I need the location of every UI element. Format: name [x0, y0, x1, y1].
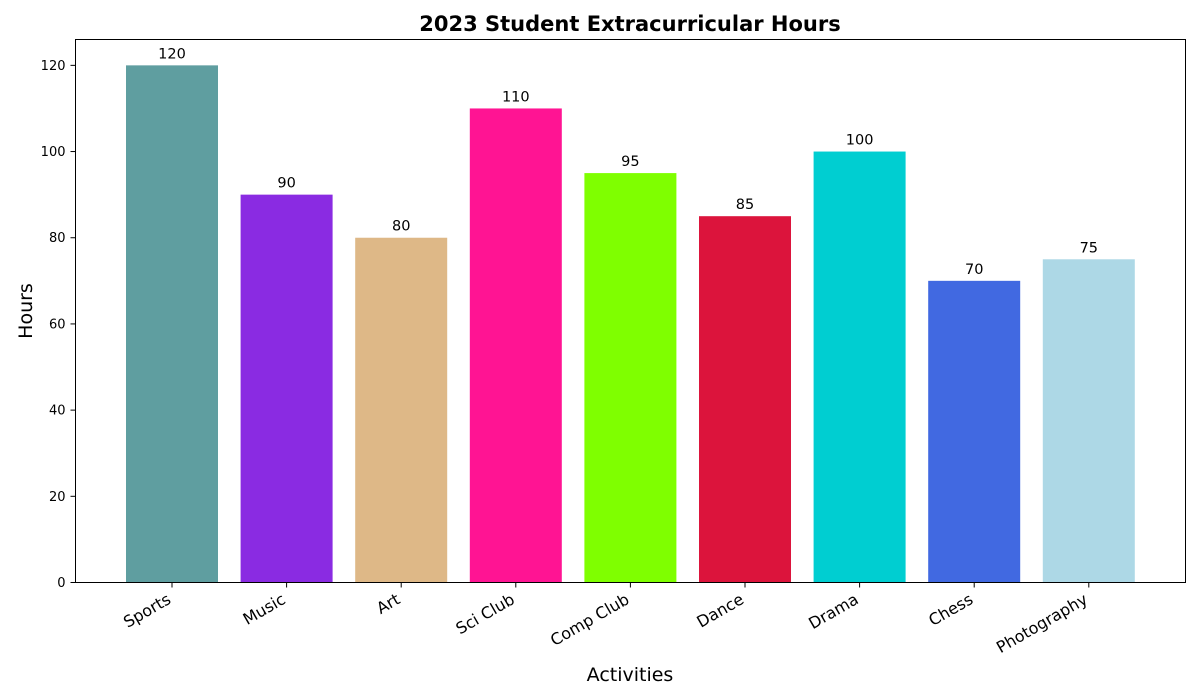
y-tick-label: 60	[49, 317, 66, 332]
bar-comp-club	[584, 173, 677, 583]
chart-title: 2023 Student Extracurricular Hours	[419, 12, 840, 36]
data-label: 95	[621, 154, 639, 170]
x-tick-label: Chess	[925, 590, 976, 630]
bar-drama	[813, 151, 906, 583]
data-label: 85	[736, 197, 754, 213]
bar-sci-club	[469, 108, 562, 583]
y-tick-label: 20	[49, 490, 66, 505]
y-tick-label: 0	[57, 576, 65, 591]
x-tick-label: Sports	[120, 590, 174, 632]
data-label: 80	[392, 219, 410, 235]
data-label: 70	[965, 262, 983, 278]
x-tick-label: Sci Club	[453, 590, 518, 639]
x-tick-label: Music	[240, 590, 289, 629]
bar-dance	[699, 216, 791, 583]
x-tick-label: Drama	[805, 590, 861, 634]
data-label: 120	[158, 46, 186, 62]
x-tick-label: Comp Club	[547, 590, 632, 650]
bar-photography	[1042, 259, 1135, 583]
bar-sports	[126, 65, 218, 583]
y-tick-label: 80	[49, 231, 66, 246]
x-tick-label: Dance	[693, 590, 747, 632]
data-label: 90	[277, 176, 295, 192]
x-tick-label: Photography	[993, 590, 1091, 657]
y-tick-label: 100	[41, 145, 66, 160]
plot-area: 0 20 40 60 80 100 120 120 Sports 90 Music 80 Art 110 S…	[41, 46, 1135, 657]
data-label: 75	[1080, 240, 1098, 256]
y-axis-label: Hours	[15, 283, 37, 339]
plot-frame	[75, 39, 1186, 583]
x-axis-label: Activities	[587, 664, 674, 686]
data-label: 100	[846, 133, 874, 149]
bar-art	[355, 237, 448, 583]
bar-music	[240, 194, 333, 583]
x-tick-label: Art	[373, 590, 403, 618]
y-tick-label: 120	[41, 59, 66, 74]
data-label: 110	[502, 89, 530, 105]
bar-chess	[928, 280, 1021, 583]
y-tick-label: 40	[49, 404, 66, 419]
